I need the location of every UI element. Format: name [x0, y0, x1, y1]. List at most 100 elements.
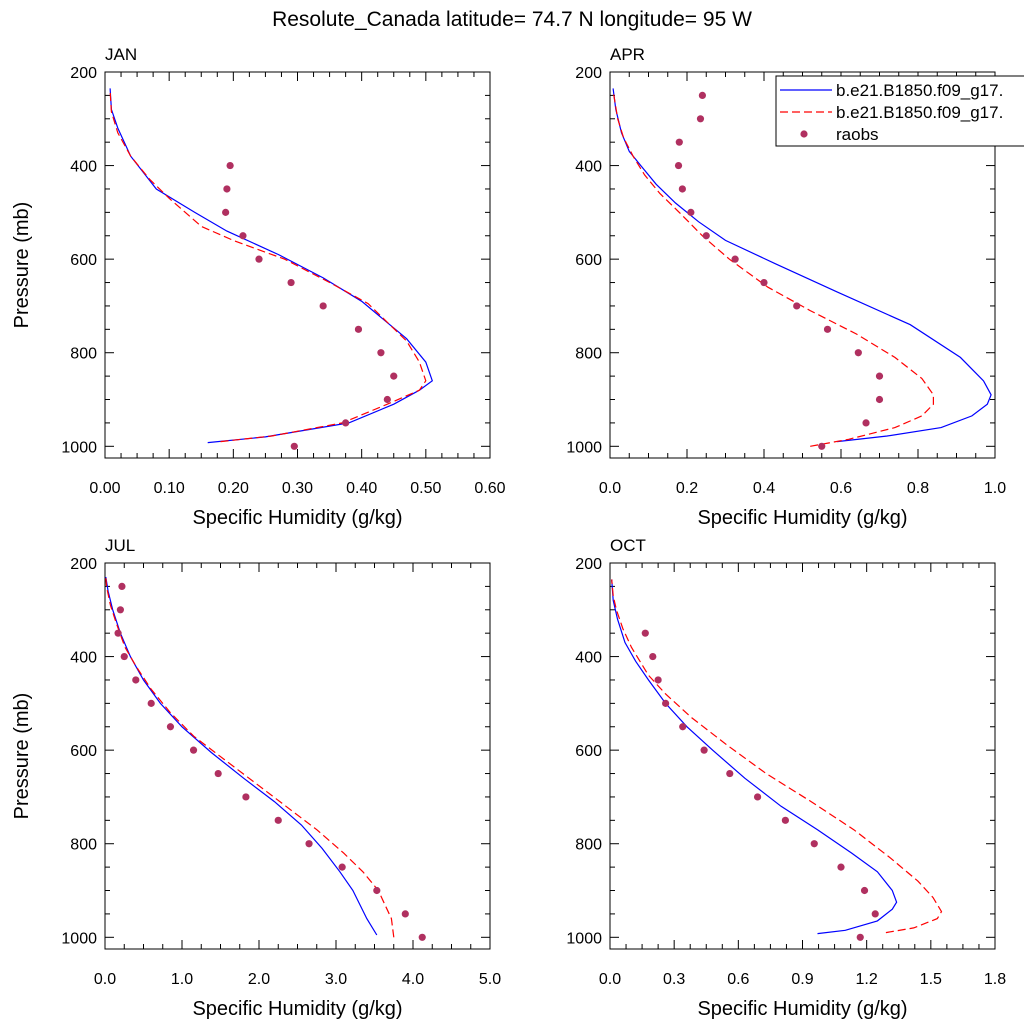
raobs-marker — [342, 419, 350, 427]
raobs-marker — [189, 746, 198, 754]
y-tick-label: 400 — [70, 159, 97, 176]
raobs-marker — [305, 840, 313, 848]
y-tick-label: 1000 — [61, 439, 97, 456]
raobs-marker — [214, 769, 222, 778]
raobs-marker — [147, 699, 155, 707]
x-tick-label: 0.4 — [753, 480, 775, 497]
panel-jul: 200 400 600 800 1000 0.0 1.0 2.0 3.0 4.0 5.0 JUL Spe… — [11, 536, 501, 1020]
panel-jan: 200 400 600 800 1000 0.00 0.10 0.20 0.30 0.40 0.50… — [11, 45, 506, 529]
x-axis-label: Specific Humidity (g/kg) — [192, 507, 402, 529]
raobs-marker — [290, 442, 298, 450]
y-tick-label: 800 — [575, 837, 602, 854]
raobs-marker — [166, 723, 175, 731]
y-tick-label: 600 — [70, 743, 97, 760]
y-tick-label: 400 — [575, 159, 602, 176]
raobs-marker — [373, 886, 381, 895]
raobs-marker — [823, 325, 832, 333]
raobs-marker — [418, 933, 426, 941]
legend-label: b.e21.B1850.f09_g17. — [836, 81, 1003, 100]
y-tick-label: 400 — [575, 650, 602, 667]
x-tick-label: 0.9 — [791, 971, 813, 988]
series-line-dashed — [105, 576, 395, 938]
panel-label: APR — [610, 45, 645, 64]
y-tick-label: 600 — [70, 252, 97, 269]
raobs-marker — [383, 395, 391, 404]
y-tick-label: 1000 — [61, 930, 97, 947]
x-tick-label: 0.0 — [599, 971, 621, 988]
y-tick-label: 1000 — [566, 930, 602, 947]
x-tick-label: 0.0 — [599, 480, 621, 497]
x-axis-label: Specific Humidity (g/kg) — [697, 998, 907, 1020]
raobs-marker — [818, 442, 826, 450]
y-axis-label: Pressure (mb) — [11, 693, 33, 820]
x-tick-label: 3.0 — [325, 971, 347, 988]
raobs-marker — [114, 629, 122, 637]
series-line-dashed — [612, 90, 934, 447]
panel-label: JAN — [105, 45, 137, 64]
x-tick-label: 0.6 — [830, 480, 852, 497]
x-tick-label: 1.0 — [171, 971, 193, 988]
x-tick-label: 0.3 — [663, 971, 685, 988]
x-tick-label: 1.5 — [920, 971, 942, 988]
raobs-marker — [678, 185, 686, 193]
x-tick-label: 0.30 — [282, 480, 313, 497]
raobs-marker — [116, 606, 124, 614]
raobs-marker — [274, 816, 282, 824]
raobs-marker — [287, 278, 295, 287]
raobs-marker — [390, 372, 398, 380]
raobs-marker — [223, 185, 231, 193]
y-tick-label: 800 — [575, 346, 602, 363]
raobs-marker — [649, 652, 657, 661]
x-tick-label: 0.40 — [346, 480, 377, 497]
legend-label: raobs — [836, 125, 879, 144]
raobs-marker — [700, 746, 708, 754]
y-tick-label: 200 — [575, 65, 602, 82]
raobs-marker — [875, 395, 884, 404]
panels-container: 200 400 600 800 1000 0.00 0.10 0.20 0.30 0.40 0.50… — [11, 45, 1006, 1020]
x-tick-label: 1.0 — [984, 480, 1006, 497]
x-tick-label: 2.0 — [248, 971, 270, 988]
raobs-marker — [226, 161, 234, 170]
raobs-marker — [837, 863, 845, 871]
raobs-marker — [377, 349, 385, 357]
y-tick-label: 600 — [575, 743, 602, 760]
x-tick-label: 0.10 — [154, 480, 185, 497]
x-tick-label: 5.0 — [479, 971, 501, 988]
raobs-marker — [118, 582, 126, 590]
raobs-marker — [731, 255, 739, 263]
legend: b.e21.B1850.f09_g17. b.e21.B1850.f09_g17.… — [775, 75, 1024, 147]
raobs-marker — [641, 629, 649, 637]
figure-title: Resolute_Canada latitude= 74.7 N longitu… — [272, 8, 752, 31]
x-tick-label: 1.2 — [856, 971, 878, 988]
raobs-marker — [120, 652, 128, 661]
raobs-marker — [674, 161, 683, 170]
raobs-marker — [862, 419, 870, 427]
x-tick-label: 0.00 — [89, 480, 120, 497]
raobs-marker — [698, 91, 707, 99]
x-tick-label: 0.20 — [218, 480, 249, 497]
x-axis-label: Specific Humidity (g/kg) — [192, 998, 402, 1020]
raobs-marker — [793, 302, 801, 310]
raobs-marker — [696, 115, 705, 123]
raobs-marker — [860, 886, 869, 895]
raobs-marker — [679, 723, 687, 731]
y-tick-label: 200 — [575, 556, 602, 573]
y-tick-label: 400 — [70, 650, 97, 667]
y-tick-label: 200 — [70, 65, 97, 82]
raobs-marker — [781, 816, 789, 824]
legend-marker — [800, 130, 808, 138]
raobs-marker — [338, 863, 346, 871]
raobs-marker — [760, 278, 768, 287]
raobs-marker — [871, 910, 879, 918]
raobs-marker — [354, 325, 363, 333]
raobs-marker — [401, 910, 409, 918]
y-tick-label: 200 — [70, 556, 97, 573]
raobs-marker — [753, 793, 762, 801]
series-line-solid — [105, 576, 378, 936]
panel-apr: 200 400 600 800 1000 0.0 0.2 0.4 0.6 0.8 1.0 APR Spe… — [566, 45, 1006, 529]
x-tick-label: 0.8 — [907, 480, 929, 497]
x-tick-label: 4.0 — [402, 971, 424, 988]
raobs-marker — [319, 302, 327, 310]
raobs-marker — [255, 255, 263, 263]
